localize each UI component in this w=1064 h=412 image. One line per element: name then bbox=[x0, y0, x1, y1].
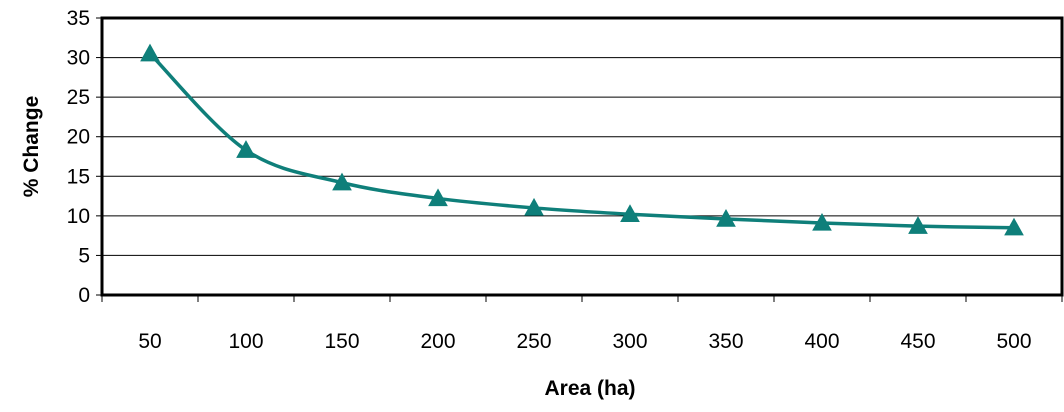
x-tick-label: 150 bbox=[324, 330, 359, 353]
y-axis-ticks: 0 5 10 15 20 25 30 35 bbox=[67, 7, 102, 307]
y-axis-title: % Change bbox=[20, 96, 43, 198]
data-point-marker bbox=[812, 212, 832, 231]
data-point-marker bbox=[236, 140, 256, 158]
data-point-marker bbox=[908, 216, 928, 234]
x-tick-label: 50 bbox=[138, 330, 161, 353]
data-point-marker bbox=[428, 188, 448, 207]
data-point-marker bbox=[716, 208, 736, 227]
gridlines bbox=[102, 57, 1062, 256]
x-tick-label: 450 bbox=[900, 330, 935, 353]
y-tick-label: 0 bbox=[78, 284, 90, 307]
data-point-marker bbox=[332, 172, 352, 191]
y-tick-label: 5 bbox=[78, 244, 90, 267]
y-tick-label: 20 bbox=[67, 126, 90, 149]
y-tick-label: 35 bbox=[67, 7, 90, 30]
data-point-marker bbox=[524, 197, 544, 216]
y-tick-label: 10 bbox=[67, 205, 90, 228]
x-tick-label: 100 bbox=[228, 330, 263, 353]
x-tick-label: 400 bbox=[804, 330, 839, 353]
x-axis-ticks: 50 100 150 200 250 300 350 400 450 500 bbox=[101, 295, 1063, 353]
data-point-marker bbox=[620, 204, 640, 222]
x-tick-label: 350 bbox=[708, 330, 743, 353]
data-point-marker bbox=[1004, 217, 1024, 236]
y-tick-label: 25 bbox=[67, 86, 90, 109]
x-tick-label: 200 bbox=[420, 330, 455, 353]
y-tick-label: 15 bbox=[67, 165, 90, 188]
series-line bbox=[148, 52, 1015, 230]
data-point-marker bbox=[140, 43, 160, 62]
y-tick-label: 30 bbox=[67, 47, 90, 70]
series-group bbox=[140, 43, 1024, 236]
x-axis-title: Area (ha) bbox=[544, 377, 635, 400]
x-tick-label: 300 bbox=[612, 330, 647, 353]
x-tick-label: 500 bbox=[996, 330, 1031, 353]
x-tick-label: 250 bbox=[516, 330, 551, 353]
